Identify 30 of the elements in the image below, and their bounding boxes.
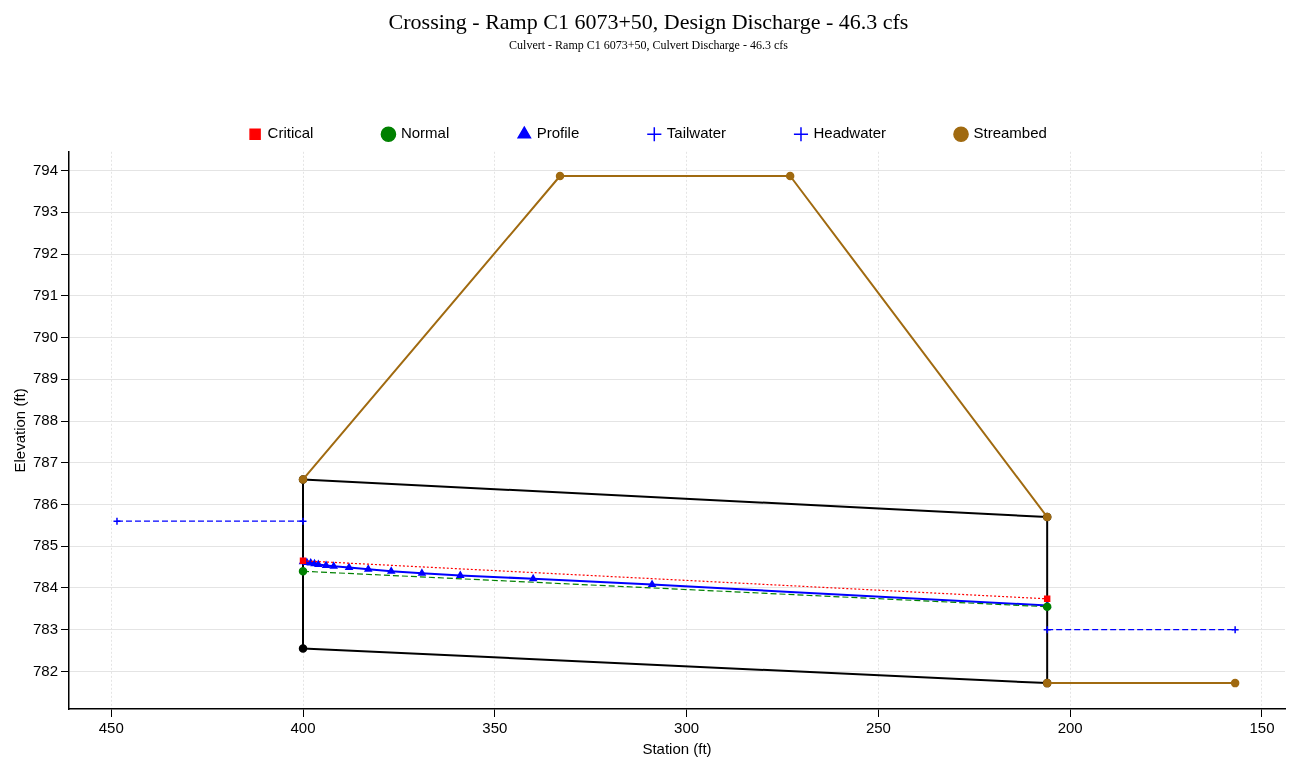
y-axis-title: Elevation (ft) [11, 388, 29, 473]
y-tick-label: 794 [33, 160, 59, 178]
y-tick-label: 790 [33, 327, 59, 345]
y-tick-label: 789 [33, 369, 59, 387]
x-tick-label: 350 [482, 719, 508, 737]
x-tick-label: 300 [674, 719, 700, 737]
legend-label: Profile [536, 124, 580, 142]
chart-subtitle: Culvert - Ramp C1 6073+50, Culvert Discharge - 46.3 cfs [509, 37, 789, 52]
legend-label: Headwater [813, 124, 887, 142]
x-axis-title: Station (ft) [642, 740, 712, 758]
y-tick-label: 792 [33, 244, 59, 262]
y-tick-label: 787 [33, 452, 59, 470]
y-tick-label: 786 [33, 494, 59, 512]
y-tick-label: 783 [33, 619, 59, 637]
x-tick-label: 400 [290, 719, 316, 737]
y-tick-label: 785 [33, 536, 59, 554]
y-tick-label: 782 [33, 661, 59, 679]
legend-label: Normal [400, 124, 450, 142]
y-tick-label: 788 [33, 411, 59, 429]
chart-title: Crossing - Ramp C1 6073+50, Design Discharge - 46.3 cfs [388, 8, 909, 34]
legend-label: Streambed [973, 124, 1047, 142]
x-tick-label: 200 [1057, 719, 1083, 737]
legend-label: Tailwater [666, 124, 726, 142]
legend-label: Critical [267, 124, 314, 142]
y-tick-label: 791 [33, 285, 59, 303]
x-tick-label: 150 [1249, 719, 1275, 737]
x-tick-label: 250 [865, 719, 891, 737]
y-tick-label: 793 [33, 202, 59, 220]
x-tick-label: 450 [98, 719, 124, 737]
y-tick-label: 784 [33, 578, 59, 596]
